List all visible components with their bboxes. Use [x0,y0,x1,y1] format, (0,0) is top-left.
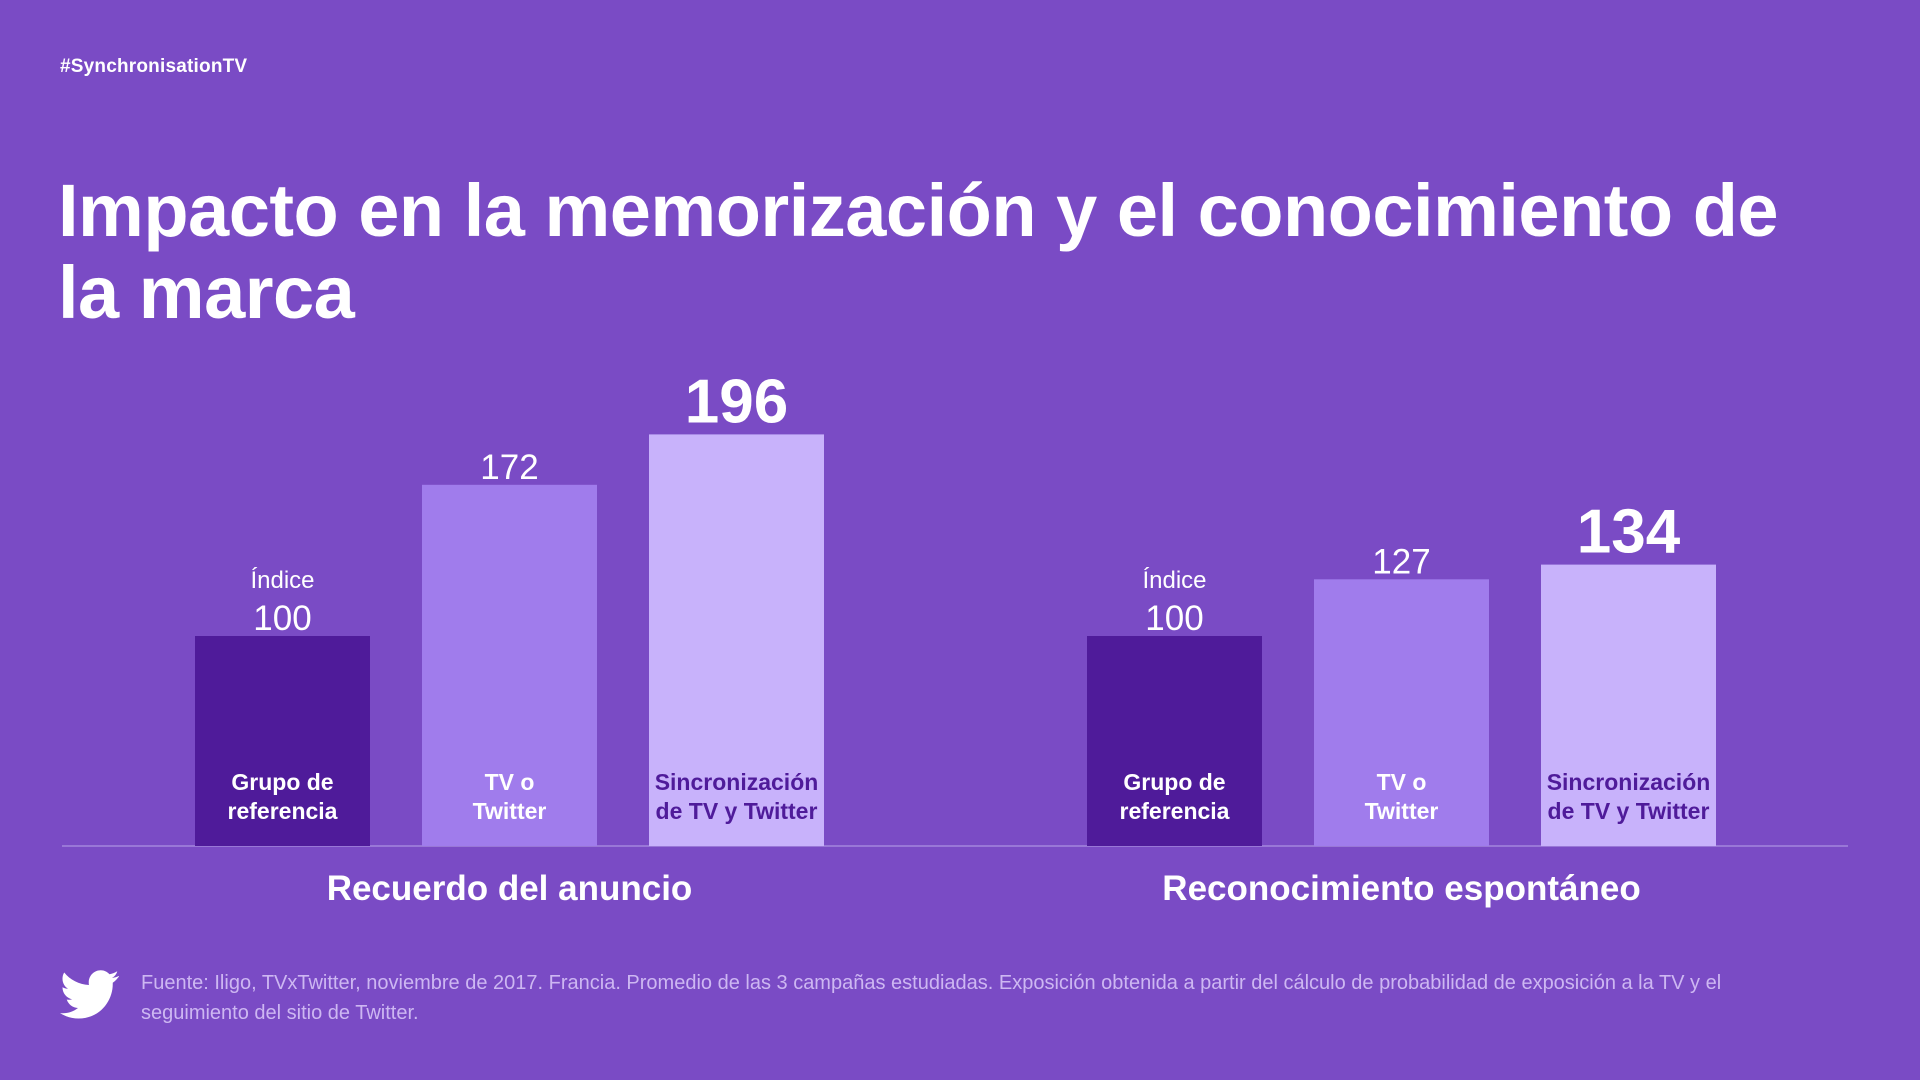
bar [1541,564,1716,846]
bar [649,434,824,846]
twitter-bird-icon [60,970,119,1019]
category-label: de TV y Twitter [1548,798,1710,824]
source-footnote: Fuente: Iligo, TVxTwitter, noviembre de … [141,972,1722,1024]
category-label: Twitter [1365,798,1439,824]
page-title: Impacto en la memorización y el conocimi… [58,169,1779,334]
category-label: TV o [485,769,535,795]
value-label: 100 [1145,599,1203,638]
category-label: Grupo de [1123,769,1225,795]
value-label: 134 [1577,498,1681,567]
bar [195,636,370,846]
category-label: TV o [1377,769,1427,795]
value-label: 172 [480,448,538,487]
value-label: 127 [1372,542,1430,581]
hashtag-label: #SynchronisationTV [60,56,248,77]
index-label: Índice [250,567,314,594]
value-label: 100 [253,599,311,638]
value-label: 196 [685,367,788,436]
category-label: referencia [228,798,338,824]
category-label: Grupo de [231,769,333,795]
group-label: Reconocimiento espontáneo [1162,869,1640,908]
category-label: Twitter [473,798,547,824]
category-label: Sincronización [1547,769,1711,795]
category-label: Sincronización [655,769,819,795]
group-label: Recuerdo del anuncio [327,869,693,908]
bar [1087,636,1262,846]
category-label: de TV y Twitter [656,798,818,824]
index-label: Índice [1142,567,1206,594]
category-label: referencia [1120,798,1230,824]
bar [422,484,597,846]
bar [1314,579,1489,846]
